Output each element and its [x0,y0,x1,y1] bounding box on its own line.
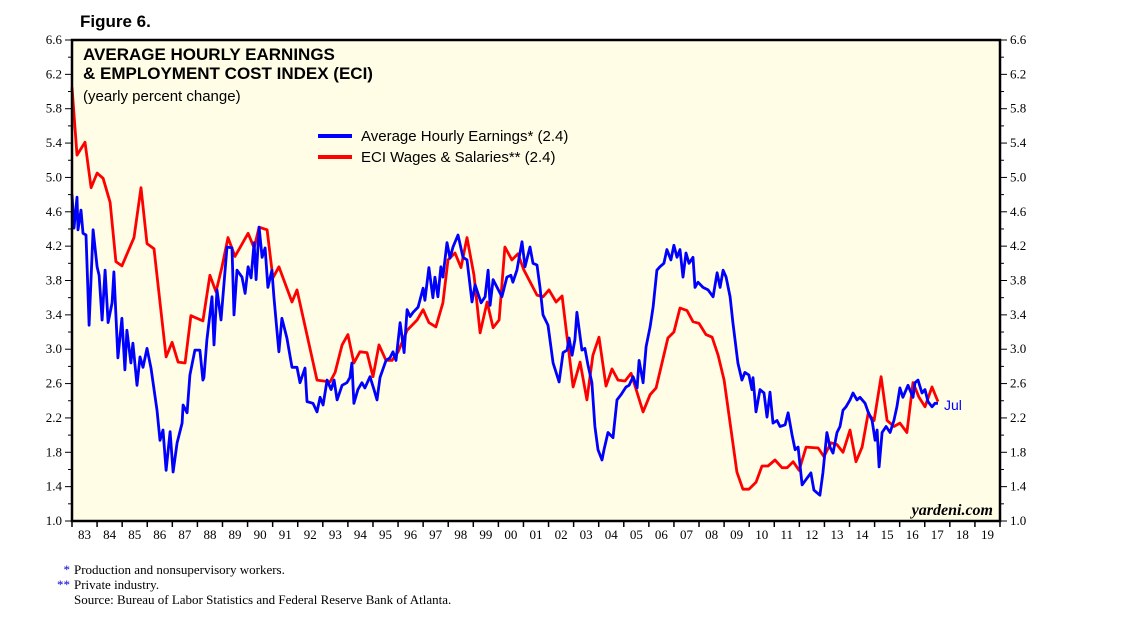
end-label: Jul [944,397,962,413]
y-tick-label-right: 6.2 [1010,66,1026,81]
x-tick-label: 95 [379,527,392,542]
x-tick-label: 04 [605,527,619,542]
x-tick-label: 16 [906,527,920,542]
x-tick-label: 84 [103,527,117,542]
y-tick-label-left: 4.2 [46,238,62,253]
x-tick-label: 05 [630,527,643,542]
chart-title-line1: AVERAGE HOURLY EARNINGS [83,45,335,64]
footnote: ** Private industry. [57,577,160,592]
x-tick-label: 91 [279,527,292,542]
legend-label-eci: ECI Wages & Salaries** (2.4) [361,149,556,166]
x-tick-label: 08 [705,527,718,542]
legend: Average Hourly Earnings* (2.4) ECI Wages… [318,128,568,166]
x-tick-label: 86 [153,527,167,542]
series-line-eci-wages-salaries [70,87,940,491]
x-tick-label: 01 [530,527,543,542]
y-tick-label-left: 2.6 [46,376,63,391]
y-tick-label-left: 1.8 [46,444,62,459]
y-tick-label-right: 4.6 [1010,204,1027,219]
chart-title-line2: & EMPLOYMENT COST INDEX (ECI) [83,64,373,83]
x-tick-label: 83 [78,527,91,542]
x-tick-label: 07 [680,527,694,542]
y-tick-label-right: 6.6 [1010,32,1027,47]
y-tick-label-left: 3.8 [46,273,62,288]
plot-frame [70,38,1002,523]
x-tick-label: 06 [655,527,669,542]
y-tick-label-left: 5.8 [46,101,62,116]
y-tick-label-left: 4.6 [46,204,63,219]
y-tick-label-left: 3.0 [46,341,62,356]
y-tick-label-right: 1.8 [1010,444,1026,459]
y-tick-label-right: 5.8 [1010,101,1026,116]
x-tick-label: 89 [229,527,242,542]
y-tick-label-left: 1.4 [46,479,63,494]
x-tick-label: 09 [730,527,743,542]
y-tick-label-left: 6.6 [46,32,63,47]
x-tick-label: 94 [354,527,368,542]
x-tick-label: 90 [254,527,267,542]
y-tick-label-left: 3.4 [46,307,63,322]
x-tick-label: 00 [504,527,517,542]
y-tick-label-right: 3.0 [1010,341,1026,356]
x-tick-label: 98 [454,527,467,542]
x-tick-label: 12 [805,527,818,542]
x-tick-label: 17 [931,527,945,542]
y-tick-label-right: 1.0 [1010,513,1026,528]
x-tick-label: 19 [981,527,994,542]
watermark: yardeni.com [910,502,993,519]
y-tick-label-right: 5.0 [1010,169,1026,184]
y-tick-label-left: 5.4 [46,135,63,150]
x-tick-label: 15 [881,527,894,542]
chart-subtitle: (yearly percent change) [83,88,241,105]
y-tick-label-left: 5.0 [46,169,62,184]
y-tick-label-right: 1.4 [1010,479,1027,494]
y-tick-label-right: 3.4 [1010,307,1027,322]
x-tick-label: 92 [304,527,317,542]
x-tick-label: 99 [479,527,492,542]
y-tick-label-right: 3.8 [1010,273,1026,288]
y-tick-label-right: 4.2 [1010,238,1026,253]
x-tick-label: 11 [781,527,794,542]
x-tick-label: 97 [429,527,443,542]
x-tick-label: 93 [329,527,342,542]
footnote: * Production and nonsupervisory workers. [63,562,285,577]
x-tick-label: 10 [755,527,768,542]
series-line-average-hourly-earnings [70,194,938,497]
x-tick-label: 96 [404,527,418,542]
x-tick-label: 87 [178,527,192,542]
y-tick-label-right: 5.4 [1010,135,1027,150]
figure-label: Figure 6. [80,12,151,31]
x-tick-label: 13 [830,527,843,542]
y-tick-label-right: 2.2 [1010,410,1026,425]
x-tick-label: 02 [555,527,568,542]
y-tick-label-left: 2.2 [46,410,62,425]
x-tick-label: 03 [580,527,593,542]
y-tick-label-right: 2.6 [1010,376,1027,391]
footnote: Source: Bureau of Labor Statistics and F… [74,592,452,607]
legend-label-ahe: Average Hourly Earnings* (2.4) [361,128,568,145]
x-tick-label: 14 [856,527,870,542]
x-tick-label: 85 [128,527,141,542]
x-tick-label: 88 [203,527,216,542]
y-tick-label-left: 6.2 [46,66,62,81]
x-tick-label: 18 [956,527,969,542]
y-tick-label-left: 1.0 [46,513,62,528]
